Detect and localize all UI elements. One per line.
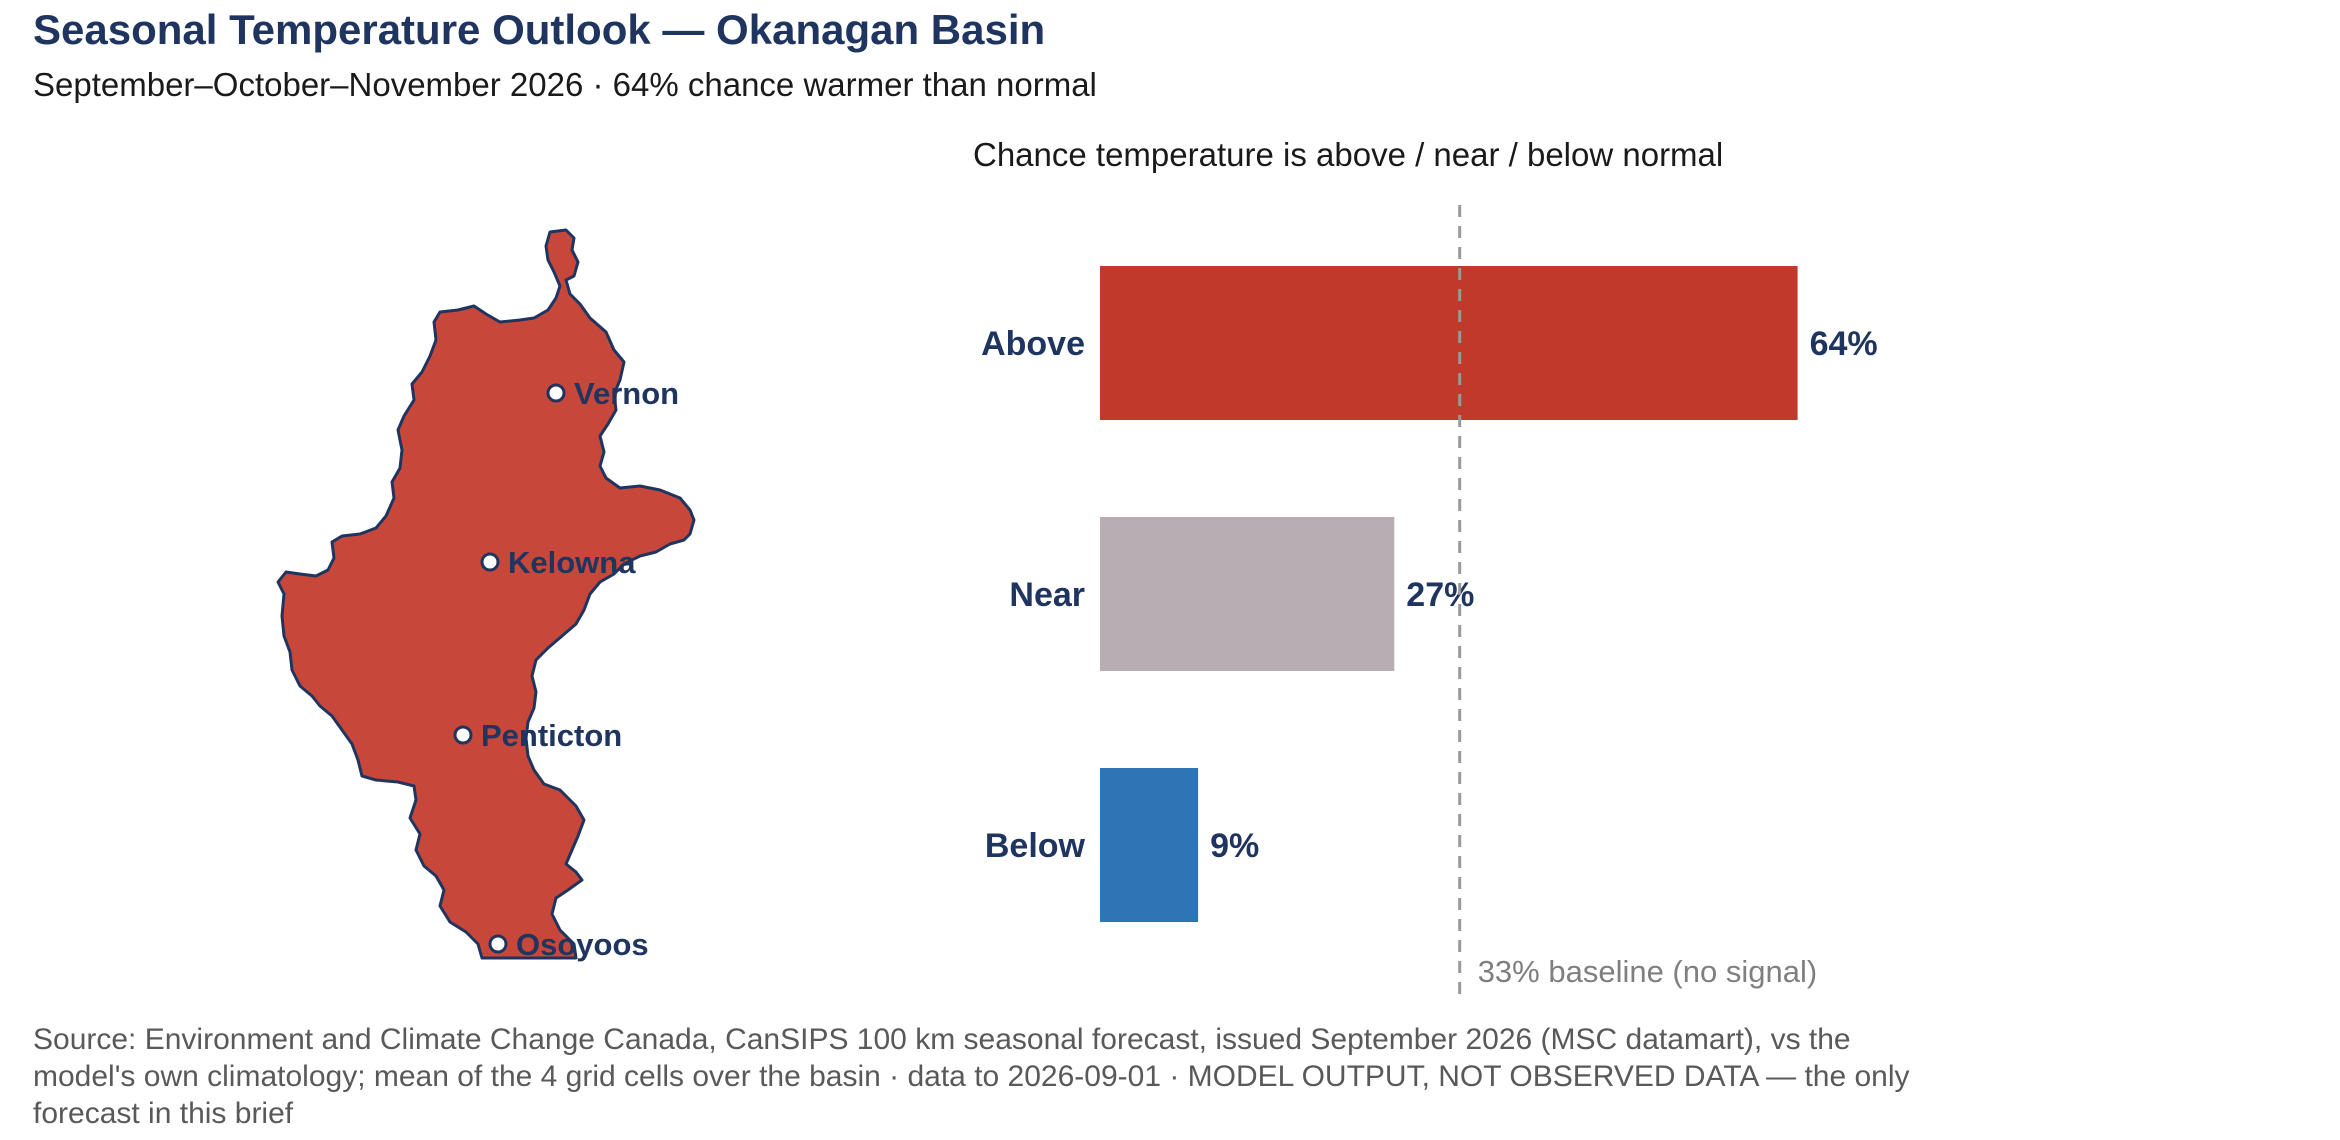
okanagan-basin-shape xyxy=(276,228,696,960)
category-label-below: Below xyxy=(985,827,1086,865)
city-marker-penticton xyxy=(453,725,473,745)
city-label-kelowna: Kelowna xyxy=(508,545,636,580)
bar-below xyxy=(1100,768,1199,922)
page-title: Seasonal Temperature Outlook — Okanagan … xyxy=(33,6,1046,53)
category-label-near: Near xyxy=(1009,576,1085,614)
baseline-label: 33% baseline (no signal) xyxy=(1478,954,1818,989)
bar-group: Above 64% Near 27% Below 9% 33% baseline (no s… xyxy=(981,205,1878,995)
page-subtitle: September–October–November 2026 · 64% ch… xyxy=(33,66,1097,103)
chart-title: Chance temperature is above / near / bel… xyxy=(973,136,1723,173)
city-marker-kelowna xyxy=(480,552,500,572)
bar-near xyxy=(1100,517,1395,671)
city-label-osoyoos: Osoyoos xyxy=(516,927,649,962)
city-label-vernon: Vernon xyxy=(574,376,679,411)
city-marker-vernon xyxy=(546,383,566,403)
bar-above xyxy=(1100,266,1798,420)
value-label-below: 9% xyxy=(1210,827,1259,865)
category-label-above: Above xyxy=(981,325,1085,363)
city-marker-osoyoos xyxy=(488,934,508,954)
basin-map: Vernon Kelowna Penticton Osoyoos xyxy=(276,228,696,962)
value-label-above: 64% xyxy=(1810,325,1878,363)
city-label-penticton: Penticton xyxy=(481,718,622,753)
value-label-near: 27% xyxy=(1406,576,1474,614)
source-note: Source: Environment and Climate Change C… xyxy=(33,1023,1910,1130)
